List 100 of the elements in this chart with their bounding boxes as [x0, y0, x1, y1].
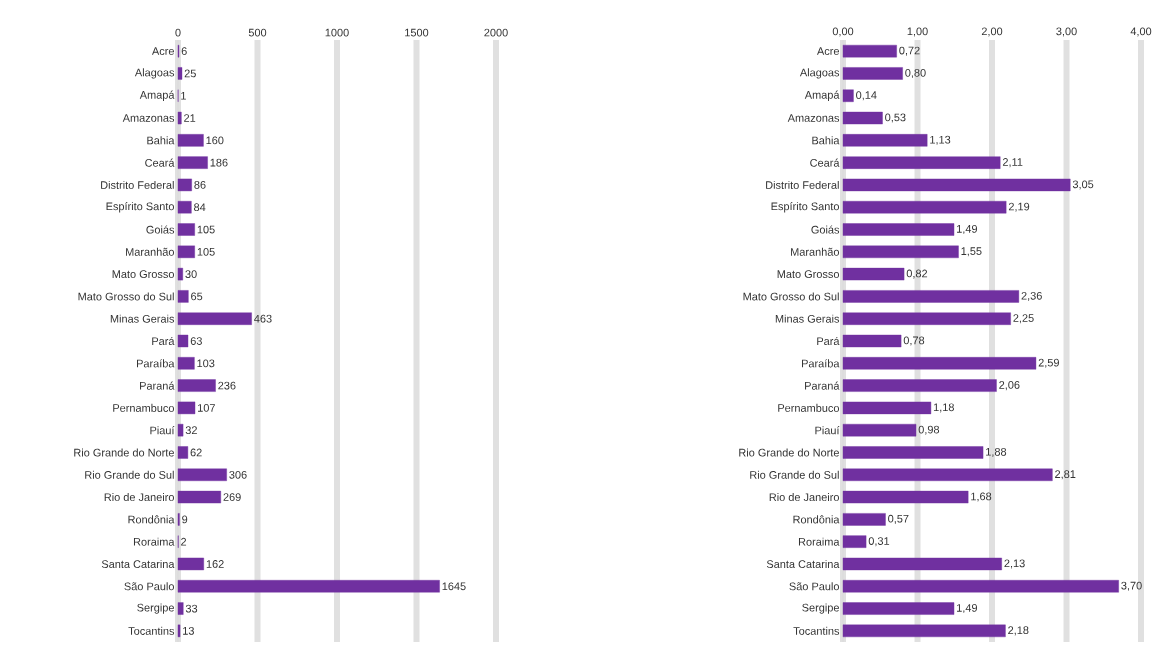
x-tick-label: 2,00 [981, 27, 1003, 37]
y-tick-label: Piauí [150, 426, 175, 435]
x-tick-label: 4,00 [1130, 27, 1152, 37]
y-tick-label: Roraima [133, 537, 175, 546]
data-label: 6 [181, 47, 187, 56]
bar [842, 223, 955, 236]
bar [842, 44, 897, 58]
data-label: 2,25 [1013, 314, 1034, 324]
data-label: 103 [197, 359, 215, 368]
bar [842, 290, 1020, 303]
y-tick-label: Minas Gerais [775, 314, 840, 323]
y-tick-label: Roraima [798, 537, 840, 546]
bar [842, 357, 1037, 370]
data-label: 2,36 [1021, 291, 1042, 301]
data-label: 0,78 [903, 336, 925, 346]
bar [842, 580, 1119, 593]
data-label: 2,18 [1008, 626, 1029, 636]
y-tick-label: Bahia [147, 136, 175, 145]
bar [177, 134, 204, 147]
data-label: 2,59 [1038, 358, 1059, 368]
y-tick-label: Minas Gerais [110, 314, 175, 323]
y-tick-label: São Paulo [789, 582, 839, 591]
bar [842, 490, 969, 504]
data-label: 32 [185, 426, 197, 435]
y-tick-label: Ceará [145, 158, 175, 167]
data-label: 0,80 [905, 68, 926, 78]
y-tick-label: Amapá [804, 90, 840, 101]
y-tick-label: Goiás [146, 225, 175, 234]
bar [842, 67, 903, 80]
bar [177, 111, 182, 125]
data-label: 0,72 [899, 46, 920, 56]
y-tick-label: Santa Catarina [101, 559, 175, 568]
data-label: 25 [184, 69, 196, 78]
data-label: 2,81 [1055, 470, 1076, 480]
data-label: 3,70 [1121, 581, 1142, 591]
data-label: 2,06 [999, 381, 1020, 391]
data-label: 86 [194, 181, 206, 189]
bar [842, 602, 955, 615]
y-tick-label: Tocantins [793, 626, 840, 635]
bar [842, 535, 867, 548]
data-label: 0,82 [906, 269, 928, 279]
y-tick-label: Distrito Federal [766, 180, 839, 189]
bar [842, 245, 959, 259]
bar [177, 490, 221, 504]
bar [842, 401, 932, 415]
data-label: 306 [229, 470, 247, 479]
data-label: 1 [181, 91, 186, 100]
data-label: 105 [197, 247, 215, 256]
bar [177, 245, 195, 259]
bar [177, 156, 208, 169]
y-tick-label: Maranhão [791, 247, 840, 256]
y-tick-label: Rio Grande do Sul [85, 470, 174, 479]
data-label: 463 [254, 314, 272, 323]
y-tick-label: Sergipe [137, 603, 174, 614]
data-label: 1,49 [957, 225, 978, 235]
y-tick-label: Maranhão [126, 247, 174, 256]
data-label: 33 [185, 604, 198, 613]
y-tick-label: Pernambuco [778, 403, 840, 412]
bar [842, 513, 886, 526]
x-tick-label: 0 [175, 28, 181, 37]
x-tick-label: 0,00 [832, 27, 854, 37]
bar [177, 67, 183, 80]
y-tick-label: Pará [817, 336, 840, 346]
data-label: 63 [190, 337, 202, 345]
x-tick-label: 1000 [325, 28, 349, 37]
y-tick-label: Pernambuco [113, 403, 174, 412]
y-tick-label: Pará [152, 336, 175, 346]
bar [842, 446, 984, 459]
y-tick-label: Paraná [805, 381, 840, 390]
y-tick-label: Rio de Janeiro [104, 493, 174, 502]
y-tick-label: Paraíba [137, 359, 175, 368]
data-label: 30 [185, 270, 197, 278]
y-tick-label: Rio Grande do Norte [74, 448, 174, 457]
bar [842, 379, 997, 392]
y-tick-label: Mato Grosso [112, 270, 174, 278]
y-tick-label: Rio Grande do Norte [739, 448, 839, 457]
data-label: 2,11 [1002, 158, 1023, 168]
data-label: 3,05 [1072, 180, 1094, 190]
bar [177, 290, 189, 303]
data-label: 236 [218, 381, 236, 390]
bar [842, 468, 1053, 481]
bar [177, 223, 195, 236]
bar [177, 602, 184, 615]
bar [177, 468, 227, 481]
data-label: 1,49 [957, 604, 978, 614]
bar [842, 423, 917, 437]
bar [177, 401, 196, 415]
data-label: 84 [194, 203, 206, 212]
bar [177, 446, 189, 459]
y-tick-label: Mato Grosso do Sul [78, 292, 174, 301]
bar [177, 624, 181, 638]
y-tick-label: Rondônia [128, 515, 175, 524]
bar [842, 334, 902, 348]
data-label: 9 [182, 515, 188, 524]
bar [842, 178, 1071, 192]
bar [177, 357, 195, 370]
bar [842, 624, 1006, 638]
x-tick-label: 500 [248, 28, 267, 37]
y-tick-label: São Paulo [124, 582, 174, 591]
data-label: 65 [191, 292, 203, 301]
